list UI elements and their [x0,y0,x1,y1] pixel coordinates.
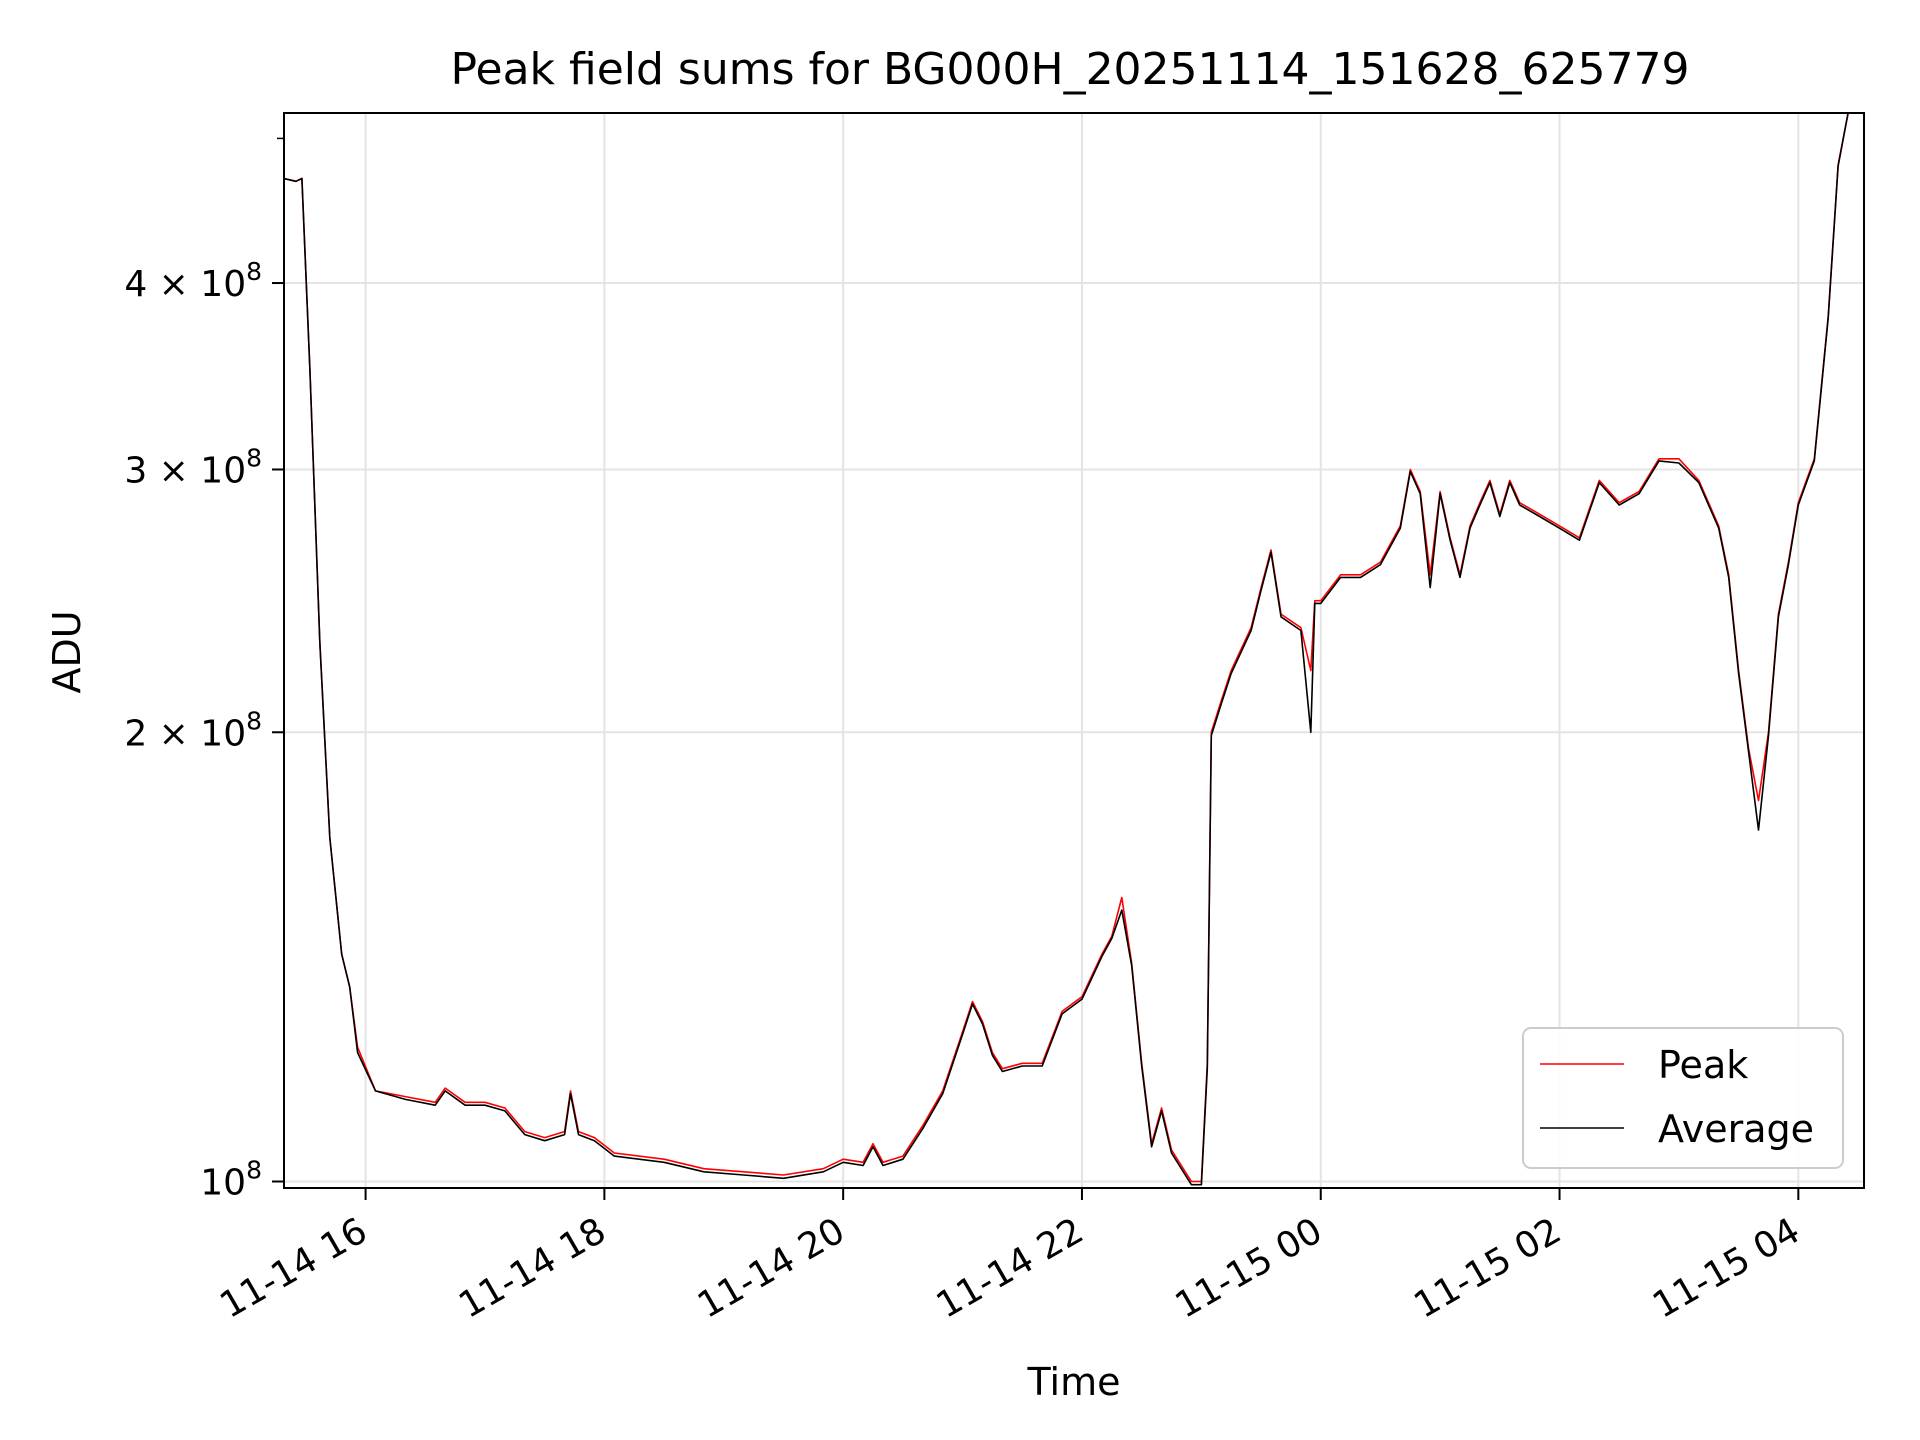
legend-label-peak: Peak [1658,1043,1748,1087]
x-axis-label: Time [1027,1360,1121,1404]
y-axis-label: ADU [45,610,89,693]
legend-box [1522,1027,1844,1169]
y-tick-label: 4 × 108 [124,257,262,305]
series-line-average [284,113,1864,1186]
series-line-peak [284,113,1864,1183]
y-tick-label: 2 × 108 [124,706,262,754]
chart-title: Peak field sums for BG000H_20251114_1516… [451,44,1690,95]
y-tick-label: 108 [200,1155,262,1203]
grid-lines [284,113,1864,1188]
legend-label-average: Average [1658,1107,1814,1151]
series-layer [284,113,1864,1186]
plot-frame [283,112,1865,1189]
y-tick-label: 3 × 108 [124,443,262,491]
y-axis: 108 2 × 108 3 × 108 4 × 108 [124,137,284,1203]
legend: Peak Average [1522,1027,1844,1169]
